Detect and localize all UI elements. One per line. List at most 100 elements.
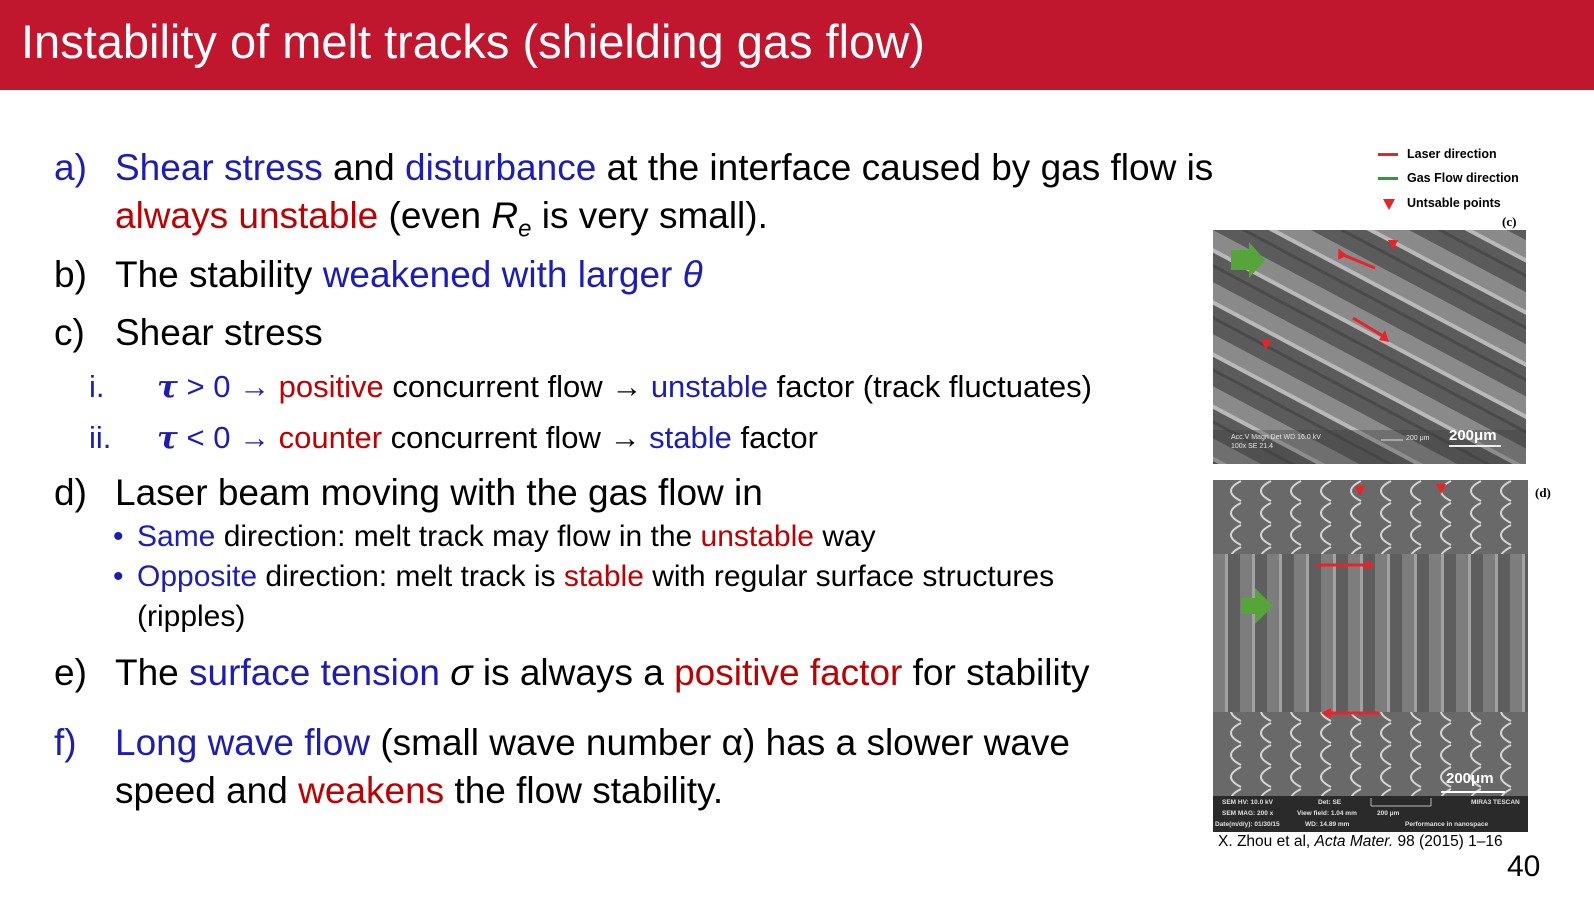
bullet-same-way: way [813,520,876,553]
bullet-opposite-stable: stable [563,560,644,593]
sub-i-tau: τ [157,369,178,405]
sem-image-panel-d: 200μm SEM HV: 10.0 kV SEM MAG: 200 x Dat… [1213,480,1528,832]
panel-d-label: (d) [1535,485,1551,500]
sem-c-meta-scale: 200 μm [1406,435,1430,442]
bullet-opposite-text: Opposite direction: melt track is stable… [137,557,1054,637]
bullet-same-text: Same direction: melt track may flow in t… [137,517,876,557]
sem-d-det: Det: SE [1318,799,1342,806]
legend-laser-label: Laser direction [1407,147,1497,161]
item-b-text: The stability weakened with larger θ [115,251,703,299]
citation: X. Zhou et al, Acta Mater. 98 (2015) 1–1… [1218,833,1503,851]
item-e-text: The surface tension σ is always a positi… [115,649,1090,697]
bullet-same-word: Same [137,520,216,553]
item-b-marker: b) [54,254,87,295]
item-f-long-wave: Long wave flow [115,722,371,763]
item-e-sigma: σ [450,652,473,693]
sub-i-factor: factor (track fluctuates) [768,369,1092,404]
sem-c-scale: 200μm [1449,427,1497,444]
legend-gas-label: Gas Flow direction [1407,171,1519,185]
title-bar: Instability of melt tracks (shielding ga… [0,0,1594,90]
item-b-theta: θ [682,254,703,295]
item-a-reynolds-sub: e [518,215,532,243]
item-a-marker: a) [54,147,87,188]
bullet-opposite-structures: with regular surface structures [643,560,1055,593]
sem-d-scale-small: 200 μm [1377,810,1400,817]
bullet-opposite-word: Opposite [137,560,258,593]
citation-authors: X. Zhou et al, [1218,833,1315,850]
citation-journal: Acta Mater. [1314,833,1394,850]
sub-i-concurrent: concurrent flow → [383,369,651,404]
sub-i-positive: positive [278,369,384,404]
sub-i-gt: > 0 → [177,369,279,404]
sub-i-marker: i. [89,369,105,404]
legend-gas-flow-direction: Gas Flow direction [1378,170,1538,188]
item-a-small: is very small). [531,195,768,236]
sub-ii-lt: < 0 → [177,420,279,455]
legend-red-line-icon [1378,153,1398,156]
item-c-marker: c) [54,312,85,353]
sem-d-performance: Performance in nanospace [1405,821,1489,828]
item-e-stability: for stability [902,652,1090,693]
sub-ii-tau: τ [157,420,178,456]
legend-triangle-icon [1383,199,1395,210]
sem-c-texture [1213,230,1526,464]
item-a-and: and [322,147,405,188]
item-a-disturbance: disturbance [405,147,597,188]
item-a-reynolds: R [491,195,519,236]
sub-ii-counter: counter [278,420,383,455]
item-f-wave-number: (small wave number α) has a slower wave [370,722,1071,763]
item-f-weakens: weakens [298,770,445,811]
sem-d-scale: 200μm [1446,770,1494,787]
sub-ii-factor: factor [731,420,818,455]
bullet-same-marker: • [113,520,124,553]
item-a-shear-stress: Shear stress [115,147,323,188]
sem-d-date: Date(m/d/y): 01/30/15 [1215,821,1280,828]
sub-ii-marker: ii. [89,420,112,455]
sem-d-tescan: MIRA3 TESCAN [1471,799,1520,806]
bullet-same-unstable: unstable [700,520,814,553]
sub-ii-text: τ < 0 → counter concurrent flow → stable… [157,418,818,458]
sem-c-meta: Acc.V Magn Det WD 16.0 kV 100x SE 21.4 [1231,434,1321,450]
page-number: 40 [1507,850,1541,883]
legend-green-line-icon [1378,177,1398,180]
item-d-text: Laser beam moving with the gas flow in [115,472,763,513]
panel-c-label: (c) [1502,214,1517,229]
sem-image-panel-c: Acc.V Magn Det WD 16.0 kV 100x SE 21.4 2… [1213,230,1526,464]
item-e-positive-factor: positive factor [674,652,903,693]
sub-ii-concurrent: concurrent flow → [382,420,650,455]
sem-d-meta: SEM HV: 10.0 kV SEM MAG: 200 x Date(m/d/… [1213,796,1528,832]
bullet-opposite-direction: direction: melt track is [257,560,564,593]
sub-i-unstable: unstable [650,369,769,404]
slide-title: Instability of melt tracks (shielding ga… [21,15,925,68]
sub-ii-stable: stable [649,420,732,455]
sub-i-text: τ > 0 → positive concurrent flow → unsta… [157,367,1092,407]
bullet-opposite-ripples: (ripples) [137,600,246,633]
item-b-stability: The stability [115,254,323,295]
item-c-text: Shear stress [115,312,323,353]
item-f-text: Long wave flow (small wave number α) has… [115,719,1070,815]
item-d-marker: d) [54,472,87,513]
sem-d-mag: SEM MAG: 200 x [1222,810,1274,817]
item-e-surface-tension: surface tension [189,652,451,693]
item-a-always-unstable: always unstable [115,195,379,236]
sem-d-hv: SEM HV: 10.0 kV [1222,799,1273,806]
legend-laser-direction: Laser direction [1378,146,1538,164]
item-a-interface: at the interface caused by gas flow is [596,147,1214,188]
item-f-marker: f) [54,722,77,763]
item-a-even: (even [378,195,492,236]
item-b-weakened: weakened with larger [322,254,683,295]
figure-legend: Laser direction Gas Flow direction Untsa… [1378,146,1538,218]
item-e-always: is always a [472,652,675,693]
item-f-speed: speed and [115,770,299,811]
legend-unstable-points: Untsable points [1378,195,1538,213]
item-f-stability: the flow stability. [444,770,724,811]
sem-d-wd: WD: 14.89 mm [1305,821,1350,828]
sem-d-texture [1213,480,1528,832]
bullet-opposite-marker: • [113,560,124,593]
citation-volume: 98 (2015) 1–16 [1393,833,1503,850]
item-e-marker: e) [54,652,87,693]
sem-d-view-field: View field: 1.04 mm [1297,810,1357,817]
legend-unstable-label: Untsable points [1407,196,1501,210]
item-e-the: The [115,652,190,693]
item-a-text: Shear stress and disturbance at the inte… [115,144,1213,253]
